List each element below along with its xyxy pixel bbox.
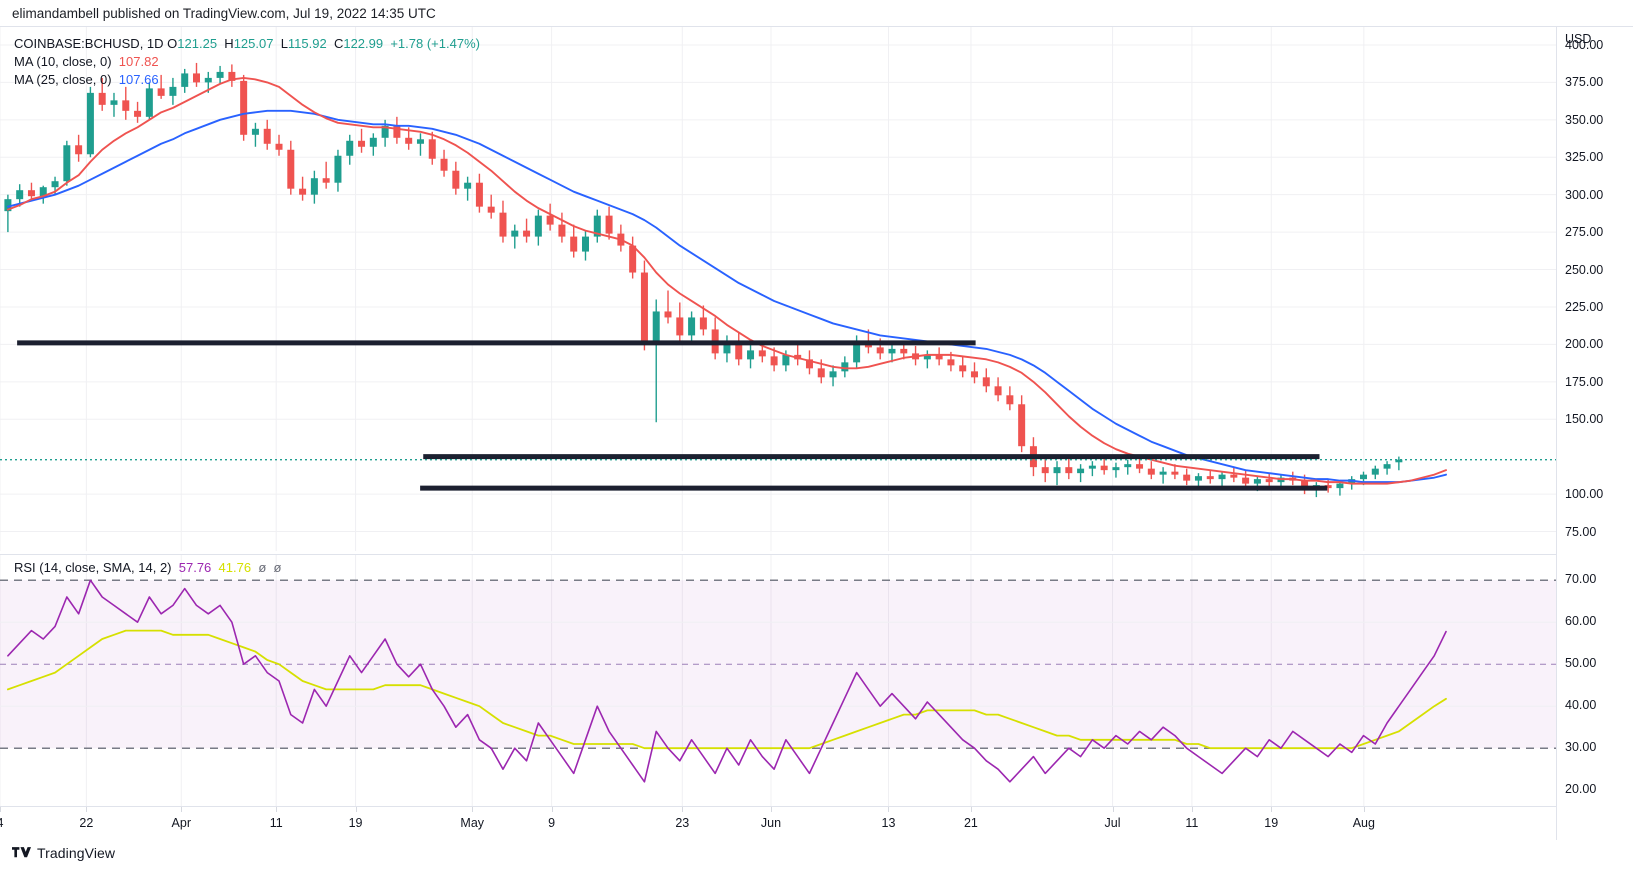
time-tick-mark: [770, 807, 772, 812]
price-tick-label: 300.00: [1565, 187, 1604, 202]
price-tick-label: 200.00: [1565, 337, 1604, 352]
time-axis[interactable]: 4 22 Apr 11 19 May 9 23 Jun 13 21 Jul 11 19 Aug: [0, 806, 1556, 840]
rsi-chart-svg[interactable]: [0, 555, 1556, 806]
tradingview-logo-icon: [12, 846, 31, 857]
time-tick-label: 21: [963, 816, 978, 830]
time-tick-label: Aug: [1352, 816, 1375, 830]
price-tick-label: 400.00: [1565, 37, 1604, 52]
time-tick-label: Apr: [171, 816, 191, 830]
time-tick-label: 22: [79, 816, 94, 830]
tradingview-brand-label: TradingView: [37, 845, 116, 861]
time-tick-mark: [276, 807, 278, 812]
time-tick-label: Jun: [760, 816, 782, 830]
time-tick-label: 19: [1264, 816, 1279, 830]
time-tick-label: 9: [548, 816, 556, 830]
rsi-tick-label: 50.00: [1565, 656, 1597, 671]
time-tick-label: 4: [0, 816, 3, 830]
price-tick-label: 175.00: [1565, 374, 1604, 389]
time-tick-label: 13: [881, 816, 896, 830]
time-tick-label: 19: [348, 816, 363, 830]
price-tick-label: 75.00: [1565, 524, 1597, 539]
time-tick-mark: [1271, 807, 1273, 812]
rsi-tick-label: 40.00: [1565, 698, 1597, 713]
price-chart-svg[interactable]: [0, 27, 1556, 551]
price-tick-label: 225.00: [1565, 299, 1604, 314]
time-tick-label: 11: [1185, 816, 1199, 830]
time-tick-label: Jul: [1104, 816, 1121, 830]
rsi-tick-label: 30.00: [1565, 740, 1597, 755]
axis-currency-label: USD: [1565, 32, 1592, 46]
tradingview-footer[interactable]: TradingView: [12, 845, 115, 861]
price-tick-label: 325.00: [1565, 150, 1604, 165]
rsi-tick-label: 70.00: [1565, 572, 1597, 587]
time-tick-mark: [970, 807, 972, 812]
price-tick-label: 275.00: [1565, 225, 1604, 240]
time-tick-mark: [1363, 807, 1365, 812]
time-tick-mark: [355, 807, 357, 812]
time-tick-mark: [888, 807, 890, 812]
price-pane[interactable]: COINBASE:BCHUSD, 1D O121.25 H125.07 L115…: [0, 27, 1556, 551]
time-tick-mark: [86, 807, 88, 812]
rsi-tick-label: 60.00: [1565, 614, 1597, 629]
time-tick-label: 23: [675, 816, 690, 830]
rsi-tick-label: 20.00: [1565, 782, 1597, 797]
time-tick-mark: [472, 807, 474, 812]
price-axis[interactable]: USD 400.00 375.00 350.00 325.00 300.00 275.00…: [1556, 27, 1633, 840]
publisher-attribution: elimandambell published on TradingView.c…: [0, 0, 1633, 26]
time-tick-mark: [682, 807, 684, 812]
time-tick-mark: [0, 807, 1, 812]
price-tick-label: 375.00: [1565, 75, 1604, 90]
time-tick-label: May: [460, 816, 485, 830]
chart-frame: COINBASE:BCHUSD, 1D O121.25 H125.07 L115…: [0, 26, 1633, 840]
price-tick-label: 250.00: [1565, 262, 1604, 277]
price-tick-label: 350.00: [1565, 112, 1604, 127]
time-tick-label: 11: [269, 816, 283, 830]
time-tick-mark: [181, 807, 183, 812]
time-tick-mark: [1191, 807, 1193, 812]
rsi-pane[interactable]: RSI (14, close, SMA, 14, 2) 57.76 41.76 …: [0, 554, 1556, 806]
time-tick-mark: [1112, 807, 1114, 812]
publisher-text: elimandambell published on TradingView.c…: [12, 5, 436, 21]
price-tick-label: 100.00: [1565, 487, 1604, 502]
time-tick-mark: [551, 807, 553, 812]
price-tick-label: 150.00: [1565, 412, 1604, 427]
